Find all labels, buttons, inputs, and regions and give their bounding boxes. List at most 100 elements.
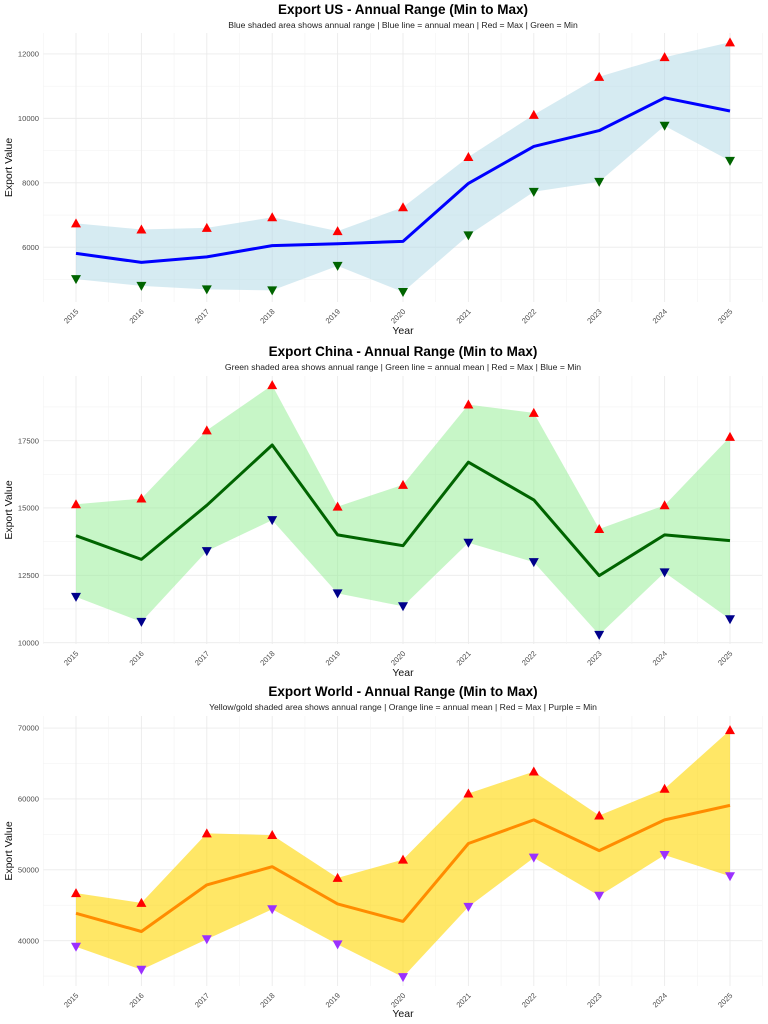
x-tick-label: 2020 — [389, 991, 407, 1009]
min-marker — [398, 602, 408, 612]
min-marker — [136, 965, 147, 975]
min-marker — [594, 630, 605, 640]
max-marker — [136, 224, 147, 234]
max-marker — [528, 109, 539, 119]
x-tick-label: 2023 — [585, 649, 603, 667]
x-tick-label: 2024 — [651, 307, 669, 325]
max-marker — [201, 222, 212, 232]
min-marker — [725, 615, 735, 625]
min-marker — [725, 156, 735, 166]
min-marker — [659, 568, 670, 578]
max-marker — [725, 725, 735, 735]
min-marker — [659, 850, 670, 860]
x-tick-label: 2021 — [454, 991, 472, 1009]
x-tick-label: 2019 — [324, 991, 342, 1009]
min-marker — [332, 589, 343, 599]
max-marker — [659, 500, 670, 510]
max-marker — [267, 380, 278, 390]
x-tick-label: 2017 — [193, 991, 211, 1009]
min-marker — [398, 288, 408, 298]
x-tick-label: 2025 — [716, 991, 734, 1009]
x-tick-label: 2019 — [324, 307, 342, 325]
min-marker — [463, 231, 474, 241]
y-tick-label: 12000 — [18, 50, 39, 59]
max-marker — [201, 828, 212, 838]
max-marker — [71, 218, 81, 228]
max-marker — [659, 52, 670, 62]
x-tick-label: 2015 — [62, 649, 80, 667]
x-tick-label: 2023 — [585, 307, 603, 325]
min-marker — [71, 942, 81, 952]
max-marker — [398, 479, 408, 489]
max-marker — [725, 431, 735, 441]
y-axis-label: Export Value — [3, 480, 15, 539]
max-marker — [725, 37, 735, 47]
min-marker — [463, 538, 474, 548]
range-ribbon — [76, 42, 730, 292]
x-tick-label: 2015 — [62, 307, 80, 325]
min-marker — [594, 177, 605, 187]
x-tick-label: 2018 — [258, 307, 276, 325]
x-tick-label: 2022 — [520, 991, 538, 1009]
min-marker — [725, 872, 735, 882]
max-marker — [136, 897, 147, 907]
x-tick-label: 2024 — [651, 649, 669, 667]
max-marker — [528, 766, 539, 776]
x-tick-label: 2018 — [258, 991, 276, 1009]
max-marker — [267, 830, 278, 840]
max-marker — [332, 226, 343, 236]
y-tick-label: 10000 — [18, 114, 39, 123]
y-tick-label: 6000 — [22, 243, 39, 252]
x-tick-label: 2015 — [62, 991, 80, 1009]
x-axis-label: Year — [392, 667, 414, 679]
y-tick-label: 15000 — [18, 504, 39, 513]
chart-0: Export US - Annual Range (Min to Max) Blu… — [3, 2, 764, 337]
max-marker — [594, 810, 605, 820]
x-tick-label: 2021 — [454, 307, 472, 325]
max-marker — [594, 71, 605, 81]
y-tick-label: 10000 — [18, 638, 39, 647]
min-marker — [136, 281, 147, 291]
max-marker — [267, 212, 278, 222]
min-marker — [332, 940, 343, 950]
max-marker — [201, 425, 212, 435]
y-tick-label: 60000 — [18, 795, 39, 804]
chart-title: Export World - Annual Range (Min to Max) — [268, 684, 537, 699]
x-tick-label: 2016 — [127, 649, 145, 667]
y-axis-label: Export Value — [3, 821, 15, 880]
y-tick-label: 50000 — [18, 865, 39, 874]
x-tick-label: 2020 — [389, 307, 407, 325]
x-tick-label: 2021 — [454, 649, 472, 667]
chart-title: Export China - Annual Range (Min to Max) — [269, 344, 538, 359]
min-marker — [528, 187, 539, 197]
x-tick-label: 2019 — [324, 649, 342, 667]
min-marker — [332, 261, 343, 271]
min-marker — [201, 285, 212, 295]
x-tick-label: 2025 — [716, 649, 734, 667]
chart-2: Export World - Annual Range (Min to Max)… — [3, 684, 764, 1020]
max-marker — [71, 499, 81, 509]
max-marker — [71, 888, 81, 898]
y-tick-label: 8000 — [22, 179, 39, 188]
y-tick-label: 17500 — [18, 436, 39, 445]
y-tick-label: 12500 — [18, 571, 39, 580]
x-tick-label: 2022 — [520, 649, 538, 667]
chart-subtitle: Yellow/gold shaded area shows annual ran… — [209, 702, 597, 712]
min-marker — [136, 617, 147, 627]
max-marker — [528, 407, 539, 417]
chart-title: Export US - Annual Range (Min to Max) — [278, 2, 528, 17]
x-tick-label: 2018 — [258, 649, 276, 667]
min-marker — [594, 891, 605, 901]
range-ribbon — [76, 385, 730, 635]
min-marker — [267, 286, 278, 296]
x-tick-label: 2020 — [389, 649, 407, 667]
chart-subtitle: Blue shaded area shows annual range | Bl… — [228, 20, 578, 30]
x-tick-label: 2023 — [585, 991, 603, 1009]
min-marker — [528, 853, 539, 863]
max-marker — [332, 872, 343, 882]
y-tick-label: 70000 — [18, 724, 39, 733]
max-marker — [332, 501, 343, 511]
x-tick-label: 2016 — [127, 307, 145, 325]
max-marker — [594, 523, 605, 533]
